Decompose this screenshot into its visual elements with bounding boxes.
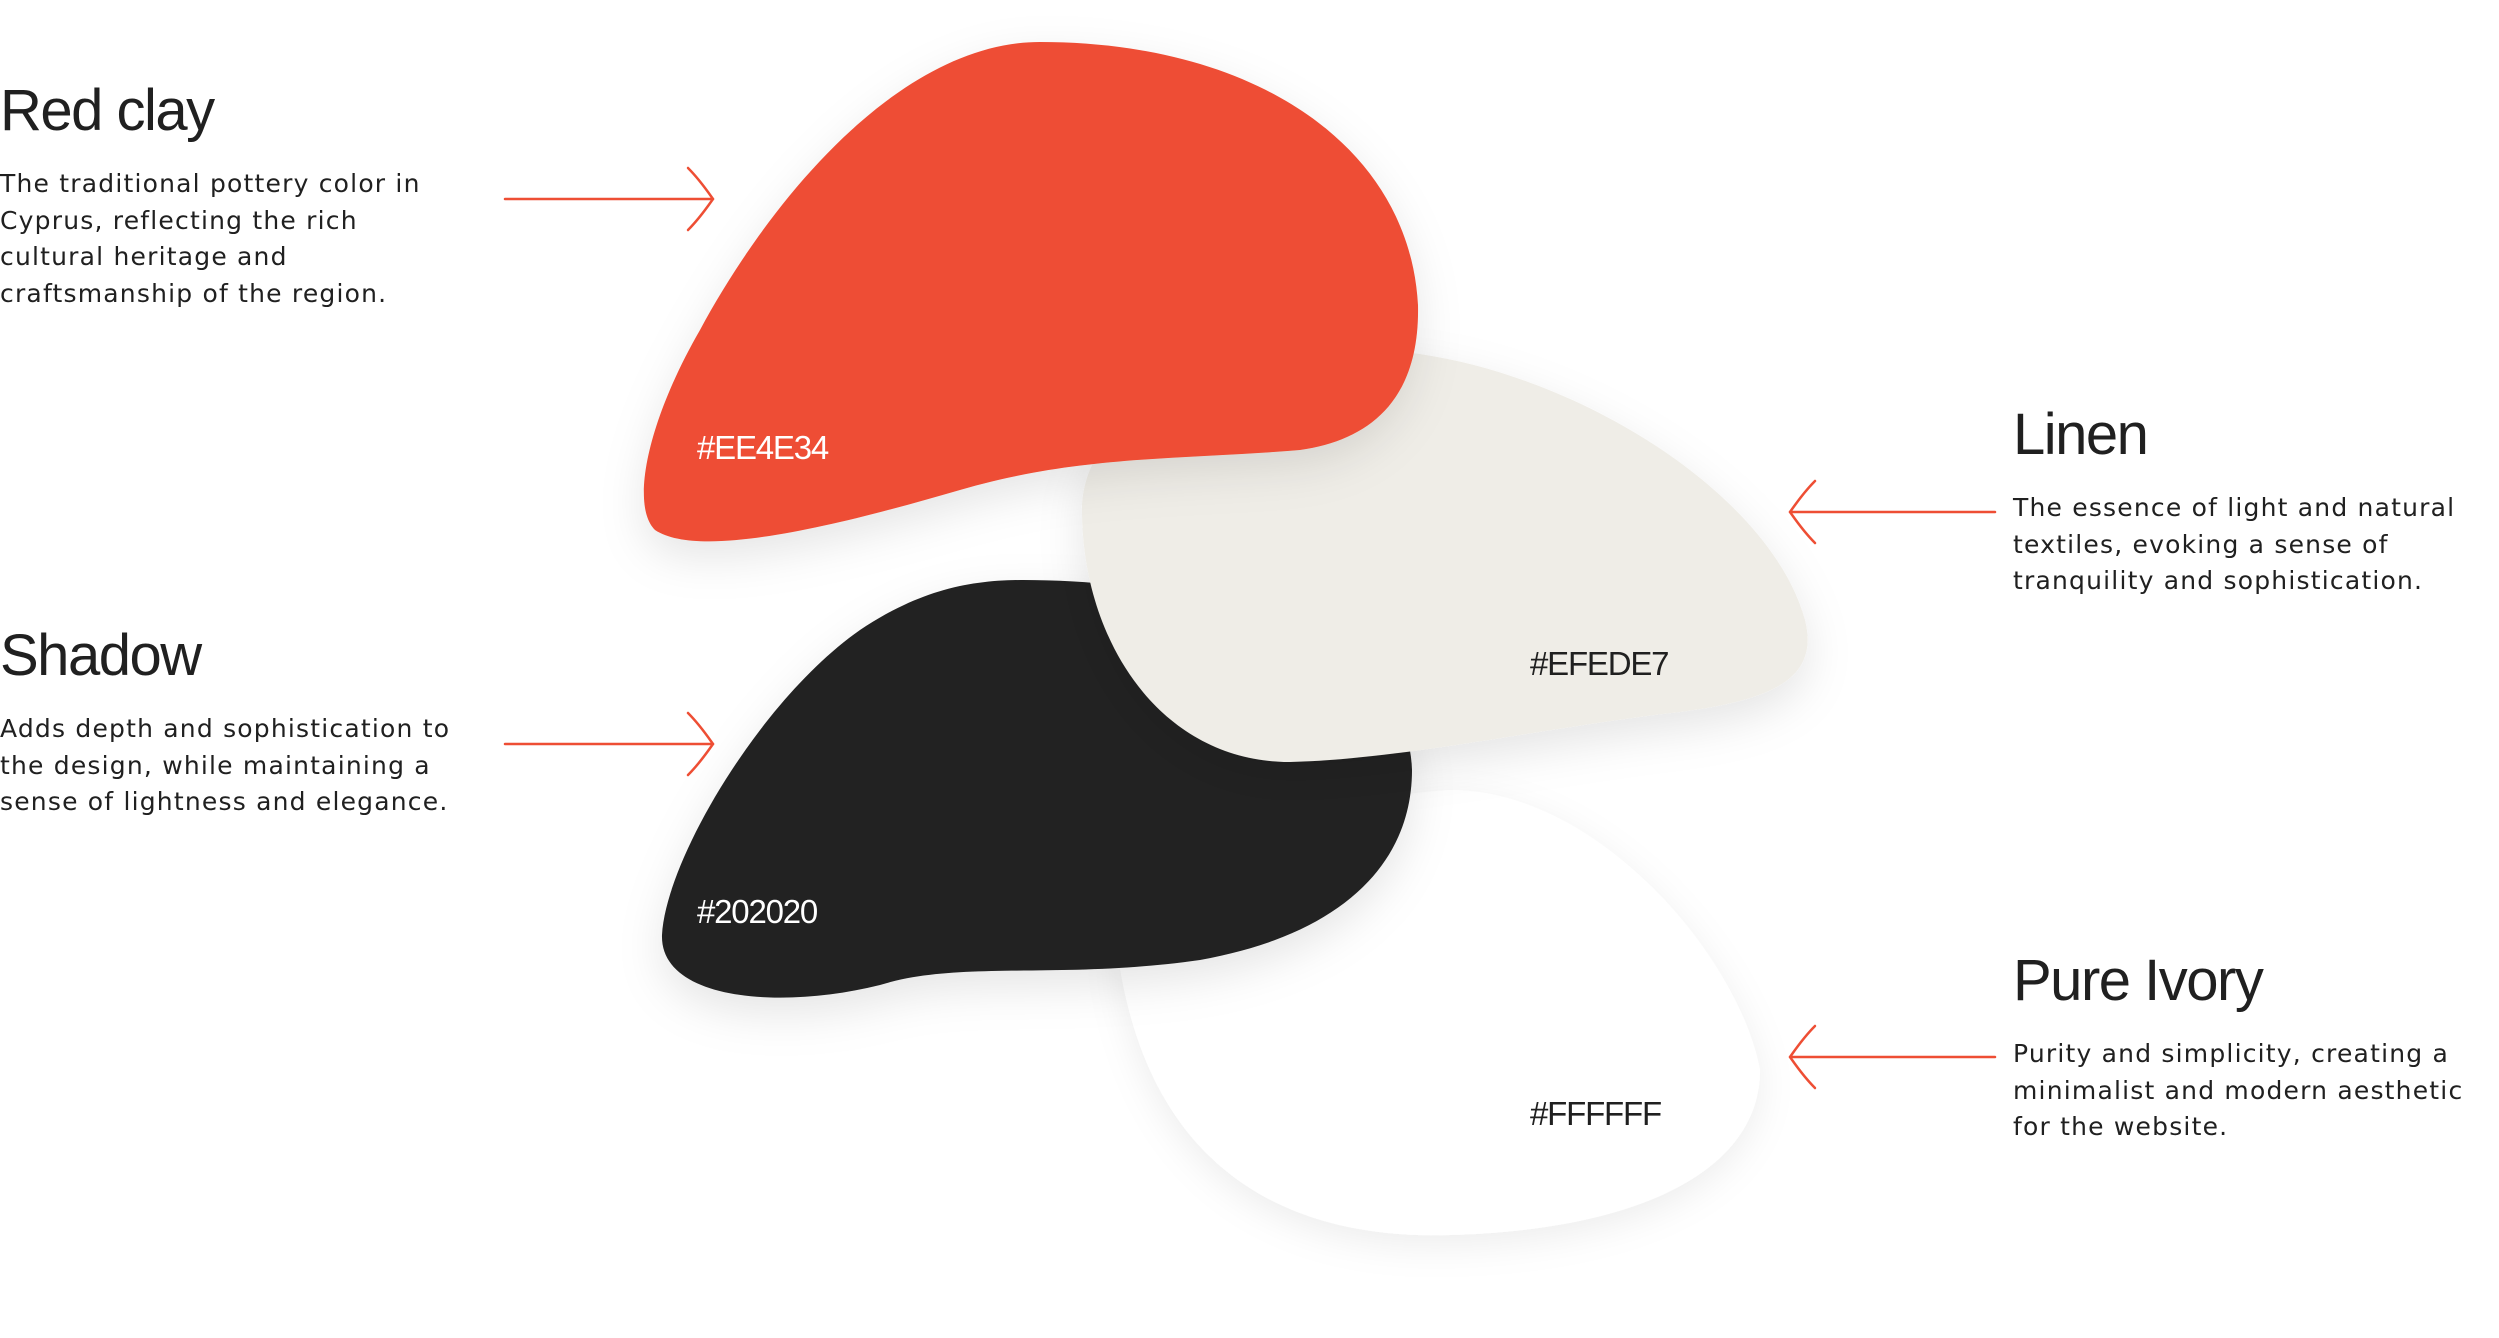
red-clay-title: Red clay [0,78,215,143]
shadow-title: Shadow [0,623,202,688]
arrow-left-icon [1788,479,1997,545]
pure-ivory-block: Pure Ivory Purity and simplicity, creati… [2013,952,2499,1146]
shadow-block: Shadow Adds depth and sophistication to … [0,627,470,821]
linen-block: Linen The essence of light and natural t… [2013,406,2499,600]
red-clay-swatch [643,42,1419,542]
red-clay-block: Red clay The traditional pottery color i… [0,82,470,312]
pure-ivory-hex: #FFFFFF [1530,1095,1661,1132]
red-clay-hex: #EE4E34 [697,429,829,466]
linen-hex: #EFEDE7 [1530,645,1668,682]
arrow-right-icon [503,166,715,232]
arrow-left-icon [1788,1024,1997,1090]
shadow-hex: #202020 [697,893,818,930]
arrow-right-icon [503,711,715,777]
shadow-description: Adds depth and sophistication to the des… [0,714,451,816]
pure-ivory-title: Pure Ivory [2013,948,2264,1013]
linen-title: Linen [2013,402,2149,467]
red-clay-description: The traditional pottery color in Cyprus,… [0,169,421,308]
linen-description: The essence of light and natural textile… [2013,493,2456,595]
pure-ivory-description: Purity and simplicity, creating a minima… [2013,1039,2464,1141]
